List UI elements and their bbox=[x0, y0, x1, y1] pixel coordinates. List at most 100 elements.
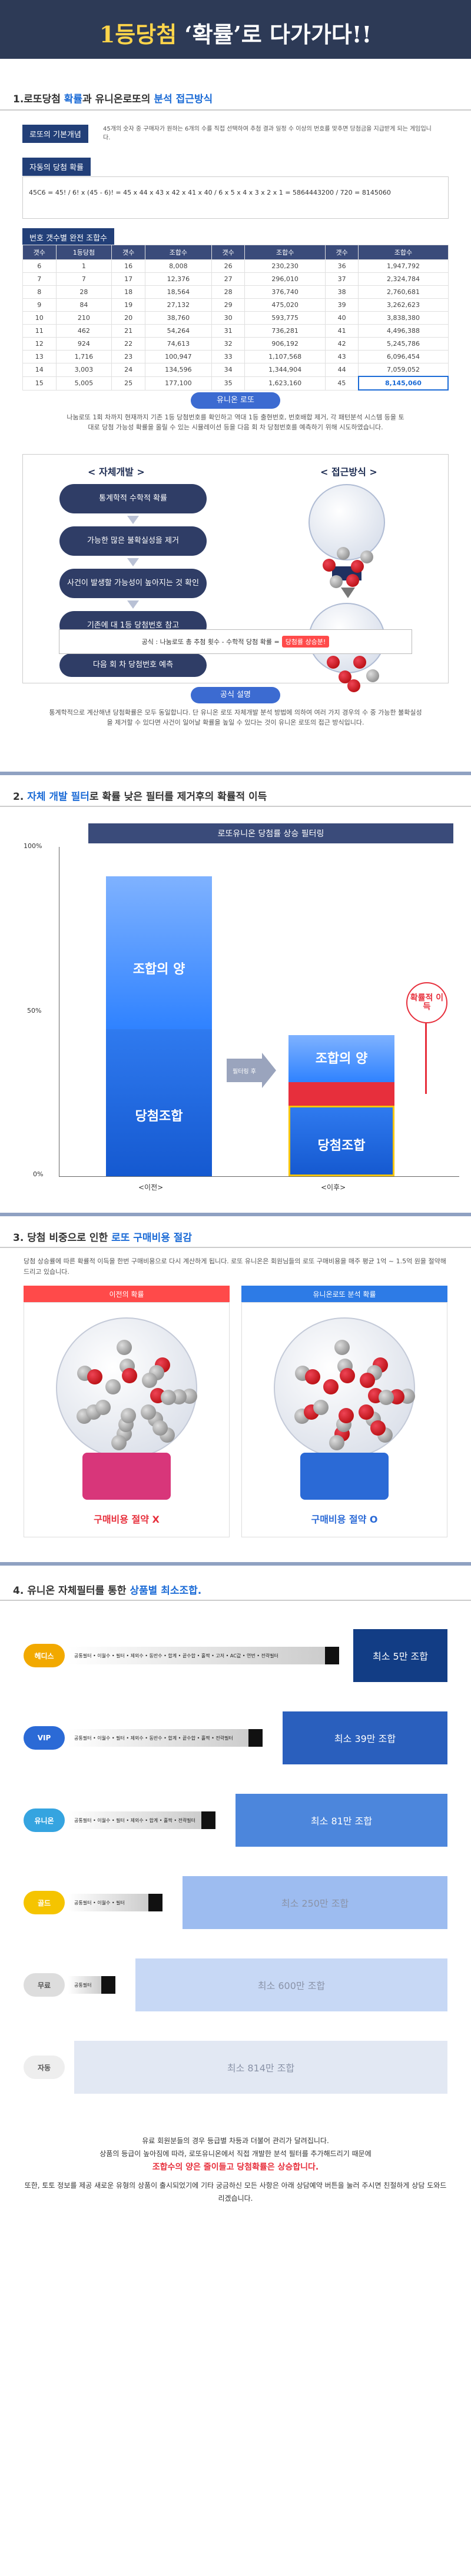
lotto-ball-icon bbox=[360, 550, 373, 563]
table-cell: 4,496,388 bbox=[358, 324, 449, 338]
table-cell: 8 bbox=[22, 285, 57, 299]
lotto-ball-icon bbox=[353, 656, 366, 669]
flow-step-3: 사건이 발생할 가능성이 높아지는 것 확인 bbox=[59, 569, 207, 598]
table-cell: 22 bbox=[111, 337, 145, 351]
union-lotto-pill: 유니온 로또 bbox=[191, 392, 280, 409]
concept-label: 로또의 기본개념 bbox=[22, 125, 88, 143]
gumball-ball-icon bbox=[95, 1400, 111, 1416]
table-cell: 40 bbox=[324, 311, 359, 325]
table-cell: 32 bbox=[211, 337, 246, 351]
table-cell: 16 bbox=[111, 259, 145, 273]
section-divider bbox=[0, 1562, 471, 1566]
table-cell: 3,003 bbox=[55, 363, 112, 377]
table-row: 6 1 16 8,008 26 230,230 36 1,947,792 bbox=[22, 259, 449, 273]
table-cell: 28 bbox=[55, 285, 112, 299]
table-cell: 27,132 bbox=[144, 298, 212, 312]
tier-row: 헤디스 공통필터 • 이월수 • 필터 • 제외수 • 동반수 • 합계 • 끝수… bbox=[0, 1629, 471, 1682]
tier-badge: VIP bbox=[24, 1726, 65, 1750]
table-cell: 44 bbox=[324, 363, 359, 377]
gumball-ball-icon bbox=[120, 1407, 136, 1423]
lotto-ball-icon bbox=[337, 547, 350, 560]
table-cell: 906,192 bbox=[244, 337, 326, 351]
lotto-ball-icon bbox=[323, 559, 336, 572]
gumball-ball-icon bbox=[87, 1369, 103, 1385]
gain-badge: 확률적 이득 bbox=[406, 982, 447, 1023]
lotto-ball-icon bbox=[366, 669, 379, 682]
left-top-label: 조합의 양 bbox=[132, 962, 185, 977]
table-row: 10 210 20 38,760 30 593,775 40 3,838,380 bbox=[22, 311, 449, 325]
footer-line-4: 또한, 토토 정보를 제공 새로운 유형의 상품이 출시되었기에 기타 궁금하신… bbox=[24, 2181, 447, 2203]
table-cell: 31 bbox=[211, 324, 246, 338]
table-cell: 7,059,052 bbox=[358, 363, 449, 377]
footer-line-1: 유료 회원분들의 경우 등급별 차등과 더불어 관리가 달려집니다. bbox=[142, 2137, 329, 2145]
tier-row: 유니온 공통필터 • 이월수 • 필터 • 제외수 • 합계 • 홀짝 • 전략필… bbox=[0, 1794, 471, 1847]
filter-arrow: 필터링 후 bbox=[227, 1059, 262, 1082]
gumball-ball-icon bbox=[152, 1420, 168, 1436]
flow-step-5: 다음 회 차 당첨번호 예측 bbox=[59, 653, 207, 677]
table-cell: 5,245,786 bbox=[358, 337, 449, 351]
table-cell: 1,716 bbox=[55, 350, 112, 363]
table-cell: 17 bbox=[111, 272, 145, 286]
table-cell: 736,281 bbox=[244, 324, 326, 338]
lotto-ball-icon bbox=[327, 656, 340, 669]
table-cell: 29 bbox=[211, 298, 246, 312]
table-cell: 1,623,160 bbox=[244, 376, 326, 391]
after-caption: 구매비용 절약 O bbox=[311, 1514, 378, 1525]
table-cell: 24 bbox=[111, 363, 145, 377]
table-cell: 475,020 bbox=[244, 298, 326, 312]
arrow-head-icon bbox=[262, 1053, 276, 1088]
table-cell: 12,376 bbox=[144, 272, 212, 286]
table-cell: 19 bbox=[111, 298, 145, 312]
gumball-ball-icon bbox=[334, 1340, 350, 1356]
table-cell: 41 bbox=[324, 324, 359, 338]
gumball-ball-icon bbox=[141, 1404, 157, 1420]
rate-up-badge: 당첨률 상승분! bbox=[281, 636, 330, 648]
approach-heading: < 접근방식 > bbox=[320, 466, 377, 478]
gumball-ball-icon bbox=[142, 1372, 158, 1388]
tier-min-combo: 최소 39만 조합 bbox=[283, 1711, 447, 1764]
desc-pill: 공식 설명 bbox=[191, 687, 280, 703]
table-cell: 37 bbox=[324, 272, 359, 286]
before-head: 이전의 확률 bbox=[24, 1286, 230, 1302]
divider bbox=[0, 1600, 471, 1601]
gumball-ball-icon bbox=[370, 1420, 386, 1436]
table-cell: 100,947 bbox=[144, 350, 212, 363]
table-row: 9 84 19 27,132 29 475,020 39 3,262,623 bbox=[22, 298, 449, 312]
table-cell: 8,145,060 bbox=[357, 376, 449, 391]
table-cell: 11 bbox=[22, 324, 57, 338]
table-cell: 26 bbox=[211, 259, 246, 273]
table-cell: 38 bbox=[324, 285, 359, 299]
flow-arrow bbox=[127, 516, 139, 524]
gumball-ball-icon bbox=[329, 1434, 345, 1450]
table-label: 번호 갯수별 완전 조합수 bbox=[22, 228, 114, 246]
combination-table: 갯수 1등당첨 갯수 조합수 갯수 조합수 갯수 조합수 6 1 16 8,008 26 230,… bbox=[22, 245, 449, 391]
table-cell: 84 bbox=[55, 298, 112, 312]
lotto-ball-icon bbox=[351, 560, 364, 573]
table-cell: 1 bbox=[55, 259, 112, 273]
tier-filter-bar: 공통필터 • 이월수 • 필터 • 제외수 • 동반수 • 합계 • 끝수합 •… bbox=[68, 1647, 339, 1664]
gumball-base-pink bbox=[82, 1453, 171, 1500]
section-4-title: 4. 유니온 자체필터를 통한 상품별 최소조합. bbox=[13, 1585, 202, 1597]
table-cell: 43 bbox=[324, 350, 359, 363]
table-cell: 10 bbox=[22, 311, 57, 325]
table-cell: 36 bbox=[324, 259, 359, 273]
table-cell: 21 bbox=[111, 324, 145, 338]
x-axis bbox=[59, 1176, 459, 1177]
tier-filter-bar bbox=[68, 2058, 74, 2076]
hero-title: 1등당첨 ‘확률’로 다가가다!! bbox=[99, 21, 372, 48]
gumball-ball-icon bbox=[305, 1369, 321, 1385]
tier-row: 자동 최소 814만 조합 bbox=[0, 2041, 471, 2094]
cost-desc: 당첨 상승률에 따른 확률적 이득을 한번 구매비용으로 다시 계산하게 됩니다… bbox=[24, 1257, 446, 1276]
table-cell: 3,262,623 bbox=[358, 298, 449, 312]
gumball-ball-icon bbox=[105, 1379, 121, 1394]
tier-badge: 무료 bbox=[24, 1973, 65, 1997]
table-cell: 593,775 bbox=[244, 311, 326, 325]
divider bbox=[0, 109, 471, 111]
table-cell: 38,760 bbox=[144, 311, 212, 325]
table-cell: 42 bbox=[324, 337, 359, 351]
tier-min-combo: 최소 600만 조합 bbox=[135, 1958, 447, 2011]
flow-arrow bbox=[127, 558, 139, 566]
table-cell: 2,324,784 bbox=[358, 272, 449, 286]
tier-filter-bar: 공통필터 • 이월수 • 필터 bbox=[68, 1894, 162, 1911]
table-cell: 134,596 bbox=[144, 363, 212, 377]
